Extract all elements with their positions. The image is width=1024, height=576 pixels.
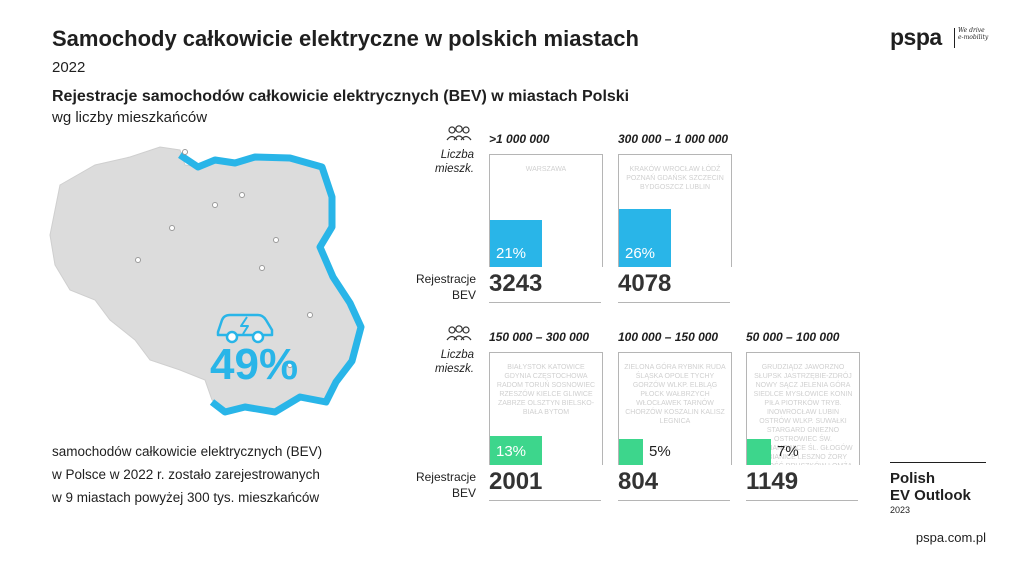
share-label: 7% xyxy=(777,443,799,460)
population-label-line: Liczba xyxy=(440,149,474,161)
description-line: w 9 miastach powyżej 300 tys. mieszkańcó… xyxy=(52,490,320,505)
share-bar xyxy=(619,439,643,465)
poland-map-highlight-outline xyxy=(178,152,365,416)
city-dot xyxy=(287,362,293,368)
description-line: w Polsce w 2022 r. zostało zarejestrowan… xyxy=(52,467,320,482)
cities-list: KRAKÓW WROCŁAW ŁÓDŹ POZNAŃ GDAŃSK SZCZEC… xyxy=(626,166,724,191)
share-box: GRUDZIĄDZ JAWORZNO SŁUPSK JASTRZĘBIE-ZDR… xyxy=(746,352,860,465)
outlook-title-line2: EV Outlook xyxy=(890,487,971,504)
poland-map-land xyxy=(49,146,361,411)
city-dot xyxy=(239,192,245,198)
value-underline xyxy=(746,500,858,501)
share-label: 13% xyxy=(496,443,527,460)
registrations-label-line: BEV xyxy=(451,486,476,500)
people-icon xyxy=(446,125,472,141)
population-range-label: 150 000 – 300 000 xyxy=(489,330,590,344)
map-description: samochodów całkowicie elektrycznych (BEV… xyxy=(52,440,372,509)
share-bar xyxy=(747,439,771,465)
people-icon xyxy=(446,325,472,341)
population-label: Liczba mieszk. xyxy=(414,148,474,176)
cities-list: WARSZAWA xyxy=(525,166,567,173)
population-label-line: mieszk. xyxy=(435,163,474,175)
population-range-label: 100 000 – 150 000 xyxy=(618,330,719,344)
chart-subtitle-secondary: wg liczby mieszkańców xyxy=(52,109,208,126)
population-range-label: 300 000 – 1 000 000 xyxy=(618,132,729,146)
bev-registrations-value: 4078 xyxy=(618,270,672,297)
population-label-line: Liczba xyxy=(440,349,474,361)
city-dot xyxy=(273,237,279,243)
share-bar xyxy=(490,220,542,267)
population-label: Liczba mieszk. xyxy=(414,348,474,376)
population-label-line: mieszk. xyxy=(435,363,474,375)
value-underline xyxy=(618,302,730,303)
share-label: 21% xyxy=(496,245,527,262)
page-title: Samochody całkowicie elektryczne w polsk… xyxy=(52,26,639,51)
city-dot xyxy=(259,265,265,271)
share-box: BIAŁYSTOK KATOWICE GDYNIA CZĘSTOCHOWA RA… xyxy=(489,352,603,465)
share-bar xyxy=(490,436,542,465)
description-line: samochodów całkowicie elektrycznych (BEV… xyxy=(52,444,323,459)
registrations-label: Rejestracje BEV xyxy=(412,271,476,303)
registrations-label-line: BEV xyxy=(451,288,476,302)
electric-car-icon xyxy=(216,313,274,344)
poland-map xyxy=(49,146,365,416)
bev-registrations-value: 2001 xyxy=(489,468,543,495)
outlook-divider xyxy=(890,462,986,463)
cities-list: ZIELONA GÓRA RYBNIK RUDA ŚLĄSKA OPOLE TY… xyxy=(624,364,726,425)
value-underline xyxy=(618,500,730,501)
city-dot xyxy=(182,149,188,155)
share-label: 26% xyxy=(625,245,656,262)
city-dot xyxy=(135,257,141,263)
page-year: 2022 xyxy=(52,59,86,76)
cities-list: GRUDZIĄDZ JAWORZNO SŁUPSK JASTRZĘBIE-ZDR… xyxy=(753,364,853,465)
population-range-label: 50 000 – 100 000 xyxy=(746,330,840,344)
cities-list: BIAŁYSTOK KATOWICE GDYNIA CZĘSTOCHOWA RA… xyxy=(496,364,596,416)
bev-registrations-value: 3243 xyxy=(489,270,543,297)
city-dot xyxy=(212,202,218,208)
share-box: WARSZAWA 21% xyxy=(489,154,603,267)
registrations-label: Rejestracje BEV xyxy=(412,469,476,501)
population-range-label: >1 000 000 xyxy=(489,132,550,146)
map-percentage: 49% xyxy=(210,340,299,389)
logo-divider xyxy=(954,28,955,48)
city-dot xyxy=(169,225,175,231)
chart-subtitle: Rejestracje samochodów całkowicie elektr… xyxy=(52,88,630,105)
footer-url: pspa.com.pl xyxy=(915,530,986,545)
pspa-logo: pspa xyxy=(890,24,942,50)
share-box: ZIELONA GÓRA RYBNIK RUDA ŚLĄSKA OPOLE TY… xyxy=(618,352,732,465)
share-label: 5% xyxy=(649,443,671,460)
bev-registrations-value: 1149 xyxy=(746,468,799,495)
share-box: KRAKÓW WROCŁAW ŁÓDŹ POZNAŃ GDAŃSK SZCZEC… xyxy=(618,154,732,267)
value-underline xyxy=(489,302,601,303)
outlook-year: 2023 xyxy=(890,505,911,515)
city-dot xyxy=(307,312,313,318)
outlook-title-line1: Polish xyxy=(890,470,936,487)
registrations-label-line: Rejestracje xyxy=(415,272,476,286)
bev-registrations-value: 804 xyxy=(618,468,659,495)
value-underline xyxy=(489,500,601,501)
logo-tagline: We drive e-mobility xyxy=(958,27,989,41)
share-bar xyxy=(619,209,671,267)
registrations-label-line: Rejestracje xyxy=(415,470,476,484)
